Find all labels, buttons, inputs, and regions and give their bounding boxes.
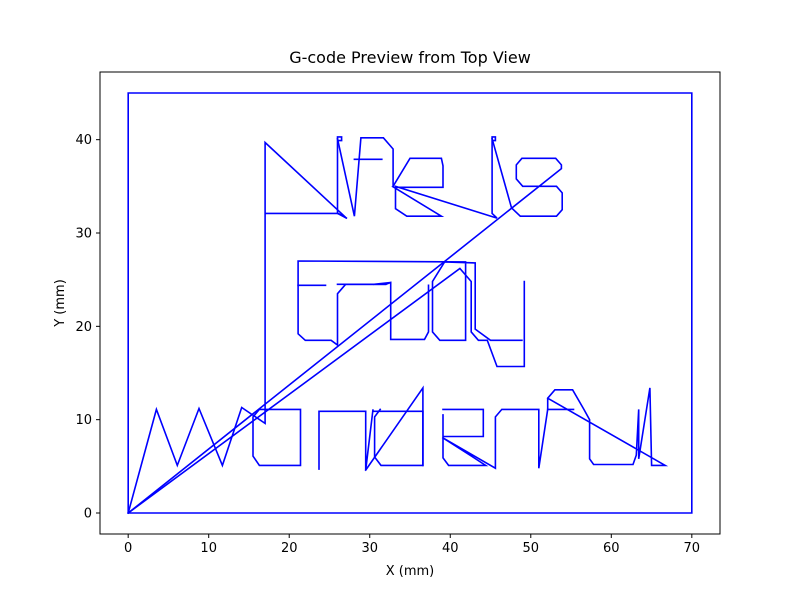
toolpath-segment [391,136,498,219]
y-tick-label: 20 [75,320,92,335]
y-axis-ticks: 0 10 20 30 40 [75,133,100,522]
toolpath-segment [441,387,669,470]
chart-title: G-code Preview from Top View [289,48,531,67]
plot-frame [99,71,721,535]
x-tick-label: 40 [442,541,459,556]
y-tick-label: 0 [84,507,92,522]
y-tick-label: 30 [75,227,92,242]
x-tick-label: 70 [684,541,701,556]
x-tick-label: 50 [523,541,540,556]
toolpath-segment [372,281,392,286]
toolpath-segment [336,136,348,220]
x-axis-ticks: 0 10 20 30 40 50 60 70 [124,534,700,556]
toolpath-segment [127,140,347,514]
toolpath-segment [364,385,424,472]
y-tick-label: 10 [75,413,92,428]
x-tick-label: 30 [361,541,378,556]
toolpath-segment [127,92,693,514]
x-tick-label: 60 [603,541,620,556]
toolpath-segment [127,137,564,515]
toolpath-segment [336,137,394,217]
y-axis-label: Y (mm) [53,279,68,328]
y-tick-label: 40 [75,133,92,148]
toolpath-segment [318,408,424,471]
x-tick-label: 0 [124,541,132,556]
toolpath-segment [252,408,302,467]
toolpath-series [127,92,693,515]
x-axis-label: X (mm) [386,564,435,579]
x-tick-label: 20 [281,541,298,556]
toolpath-segment [127,267,526,515]
toolpath-segment [297,260,523,347]
x-tick-label: 10 [200,541,217,556]
